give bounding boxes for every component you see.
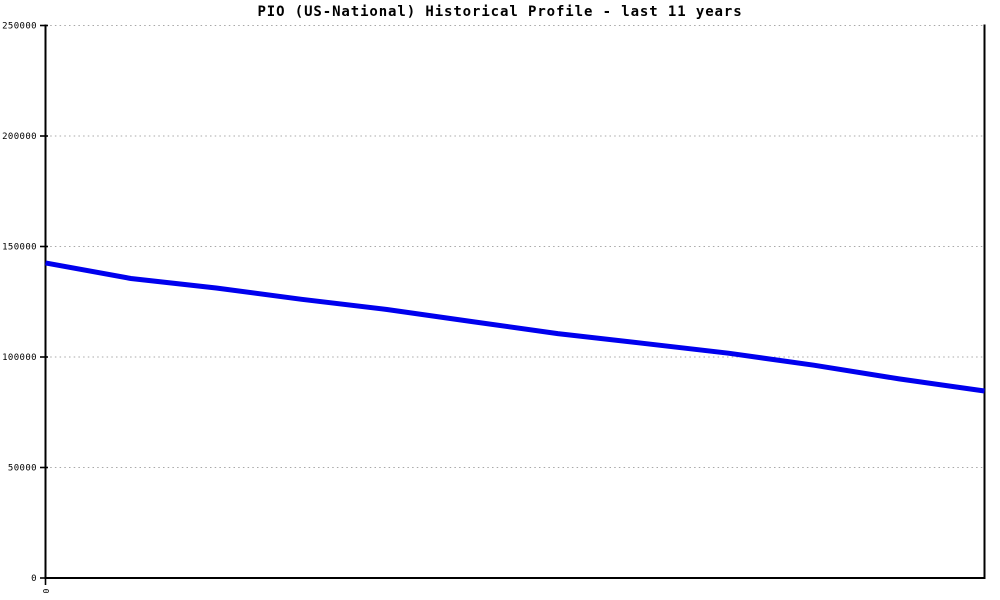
y-tick-label: 200000 <box>2 132 37 142</box>
x-tick-label: 0 <box>41 589 50 594</box>
y-tick-label: 0 <box>31 574 37 584</box>
y-tick-label: 250000 <box>2 22 37 32</box>
y-tick-label: 100000 <box>2 353 37 363</box>
y-tick-label: 150000 <box>2 243 37 253</box>
y-tick-label: 50000 <box>8 464 37 474</box>
data-line-pio <box>45 260 985 394</box>
chart-title: PIO (US-National) Historical Profile - l… <box>257 4 743 20</box>
